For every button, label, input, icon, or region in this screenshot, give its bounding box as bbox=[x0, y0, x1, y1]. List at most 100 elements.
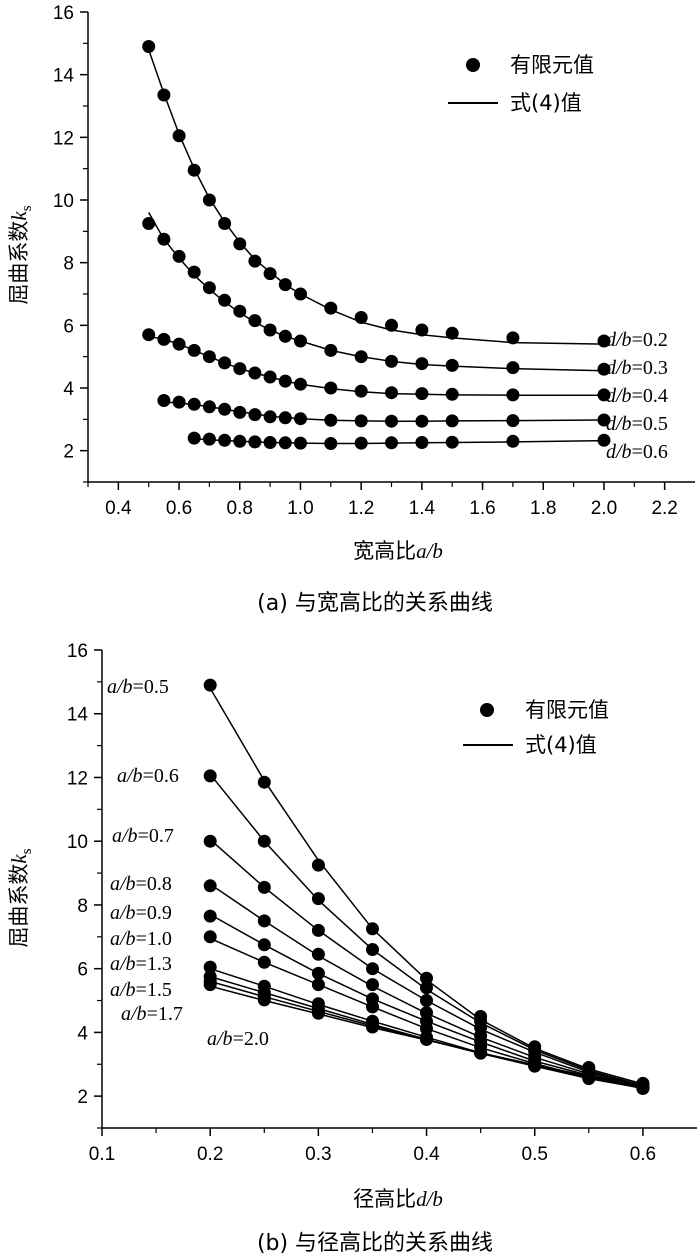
chart-a-data-point bbox=[157, 332, 171, 346]
chart-a-legend-marker-points bbox=[466, 58, 480, 72]
chart-a-data-point bbox=[172, 337, 186, 351]
chart-b-data-point bbox=[636, 1079, 650, 1093]
chart-b-data-point bbox=[366, 943, 379, 956]
chart-a-data-point bbox=[233, 304, 247, 318]
chart-b-curve-label: a/b=0.8 bbox=[110, 873, 172, 895]
chart-a-x-tick-label: 0.6 bbox=[166, 498, 192, 519]
chart-b-data-point bbox=[420, 981, 433, 995]
chart-b-x-tick-label: 0.4 bbox=[413, 1144, 440, 1165]
chart-a-x-tick-label: 2.2 bbox=[651, 498, 677, 519]
chart-b-curve-labels: a/b=0.5 a/b=0.6 a/b=0.7 a/b=0.8 a/b=0.9 a/b=1… bbox=[107, 676, 269, 1050]
chart-a-data-point bbox=[354, 436, 368, 450]
chart-a-x-tick-label: 0.8 bbox=[227, 498, 253, 519]
chart-a-curve-label: d/b=0.5 bbox=[606, 413, 668, 435]
chart-a-legend-label-points: 有限元值 bbox=[510, 53, 594, 77]
chart-a-data-point bbox=[233, 405, 247, 419]
chart-a-data-point bbox=[157, 394, 171, 407]
chart-b-data-point bbox=[203, 769, 217, 783]
chart-b-data-point bbox=[311, 978, 325, 992]
chart-a-y-tick-label: 14 bbox=[53, 66, 75, 87]
chart-a-y-axis-title: 屈曲系数ks bbox=[7, 205, 35, 304]
chart-b-data-point bbox=[257, 938, 271, 952]
chart-a-y-tick-label: 12 bbox=[53, 128, 74, 149]
chart-a-data-point bbox=[233, 237, 247, 251]
chart-a-data-point bbox=[445, 358, 459, 372]
chart-b-data-point bbox=[311, 947, 325, 961]
chart-a-data-point bbox=[263, 370, 277, 384]
chart-b-y-tick-label: 14 bbox=[67, 705, 89, 726]
chart-b-data-point bbox=[366, 922, 379, 936]
chart-a-curve-line bbox=[148, 212, 605, 372]
chart-a-data-point bbox=[294, 377, 307, 391]
chart-a-data-point bbox=[172, 395, 186, 409]
chart-b-curve-label: a/b=0.5 bbox=[107, 676, 169, 698]
chart-a-data-point bbox=[278, 329, 292, 343]
chart-a-data-point bbox=[294, 287, 307, 301]
chart-b-series bbox=[203, 678, 650, 1095]
chart-a-data-point bbox=[263, 436, 277, 449]
chart-a-data-point bbox=[278, 436, 292, 450]
chart-b-data-point bbox=[311, 923, 325, 937]
chart-b-data-point bbox=[366, 1020, 379, 1034]
chart-a-x-tick-label: 1.2 bbox=[348, 498, 374, 519]
chart-b-data-point bbox=[311, 858, 325, 872]
chart-b-x-tick-label: 0.5 bbox=[522, 1144, 548, 1165]
chart-a-y-tick-label: 2 bbox=[63, 442, 74, 463]
chart-b-y-tick-label: 4 bbox=[77, 1023, 88, 1044]
chart-a-series-db-0.3 bbox=[142, 212, 611, 376]
chart-b-curve-label: a/b=1.0 bbox=[110, 928, 172, 950]
chart-a-data-point bbox=[202, 281, 216, 295]
chart-a-data-point bbox=[354, 350, 368, 364]
chart-a-data-point bbox=[415, 323, 429, 337]
chart-b-data-point bbox=[582, 1069, 596, 1083]
chart-a-data-point bbox=[202, 193, 216, 207]
chart-a-data-point bbox=[354, 311, 368, 324]
chart-b-x-tick-label: 0.6 bbox=[630, 1144, 656, 1165]
chart-a-axes: 2 4 6 8 10 12 14 16 0.4 0.6 0.8 1.0 1.2 1.4 1.6 1.8 2.0 2… bbox=[53, 3, 695, 519]
chart-a-data-point bbox=[202, 350, 216, 364]
chart-b-data-point bbox=[203, 978, 217, 992]
chart-b-data-point bbox=[257, 993, 271, 1007]
chart-a-series bbox=[142, 40, 611, 450]
chart-b-axes: 2 4 6 8 10 12 14 16 0.1 0.2 0.3 0.4 0.5 0.6 bbox=[67, 641, 697, 1165]
chart-a-data-point bbox=[415, 357, 429, 371]
chart-a-x-axis-title: 宽高比a/b bbox=[353, 539, 443, 563]
chart-a-x-tick-label: 1.6 bbox=[469, 498, 495, 519]
chart-a-curve-line bbox=[148, 335, 604, 396]
chart-a-x-tick-label: 1.8 bbox=[530, 498, 556, 519]
chart-a-curve-label: d/b=0.4 bbox=[606, 385, 668, 407]
chart-b-legend-label-points: 有限元值 bbox=[525, 698, 609, 722]
chart-a-data-point bbox=[248, 254, 262, 268]
chart-b-y-tick-label: 6 bbox=[77, 960, 88, 981]
chart-a-data-point bbox=[278, 278, 292, 292]
chart-b-curve-label: a/b=2.0 bbox=[207, 1028, 269, 1050]
chart-a-data-point bbox=[324, 381, 338, 395]
chart-b-data-point bbox=[257, 914, 271, 928]
chart-a-y-tick-label: 4 bbox=[63, 379, 74, 400]
chart-a-curve-label: d/b=0.3 bbox=[606, 357, 668, 379]
chart-a-data-point bbox=[597, 334, 611, 348]
chart-a-data-point bbox=[445, 414, 459, 428]
chart-b-data-point bbox=[203, 834, 217, 848]
chart-a-data-point bbox=[233, 362, 247, 376]
chart-a-data-point bbox=[506, 361, 520, 375]
chart-b-data-point bbox=[257, 880, 271, 894]
chart-b-data-point bbox=[366, 962, 379, 976]
chart-a-curve-labels: d/b=0.2 d/b=0.3 d/b=0.4 d/b=0.5 d/b=0.6 bbox=[606, 329, 668, 463]
chart-b-data-point bbox=[311, 892, 325, 906]
chart-b-data-point bbox=[203, 930, 217, 944]
chart-b-y-tick-label: 10 bbox=[67, 832, 88, 853]
chart-a-data-point bbox=[278, 374, 292, 388]
chart-b-data-point bbox=[420, 971, 433, 985]
chart-b-caption: (b) 与径高比的关系曲线 bbox=[257, 1231, 493, 1256]
chart-a-data-point bbox=[294, 436, 307, 450]
chart-a-data-point bbox=[445, 326, 459, 340]
chart-a-data-point bbox=[263, 410, 277, 424]
chart-b-data-point bbox=[257, 955, 271, 969]
chart-a-curve-label: d/b=0.2 bbox=[606, 329, 668, 351]
chart-b-data-point bbox=[474, 1046, 488, 1059]
chart-a-data-point bbox=[157, 88, 171, 102]
